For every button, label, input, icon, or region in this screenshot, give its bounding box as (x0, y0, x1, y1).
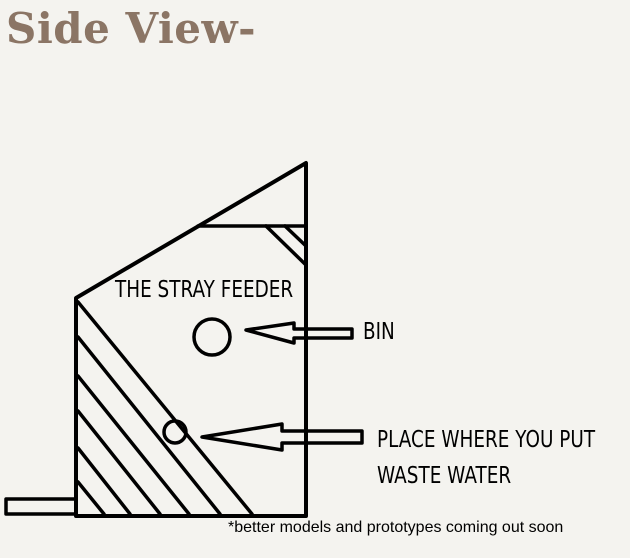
feeder-label: THE STRAY FEEDER (115, 277, 294, 303)
feeder-body-outline (74, 161, 308, 518)
hatch-lines (76, 300, 254, 516)
feeder-outline (74, 161, 308, 518)
base-ledge-rect (4, 497, 78, 516)
bin-arrow (244, 321, 354, 345)
waste-water-label-line1: PLACE WHERE YOU PUT (377, 427, 596, 453)
waste-water-arrow (200, 422, 364, 452)
top-hatch-2 (283, 224, 308, 248)
bin-label: BIN (363, 319, 395, 345)
top-hatch-1 (264, 224, 308, 267)
footnote: *better models and prototypes coming out… (228, 519, 564, 536)
bin-circle (192, 317, 232, 357)
base-ledge (4, 497, 78, 516)
waste-water-circle (162, 419, 188, 445)
page-title: Side View- (6, 4, 257, 53)
top-compartment (196, 224, 308, 267)
waste-water-label-line2: WASTE WATER (377, 463, 512, 489)
